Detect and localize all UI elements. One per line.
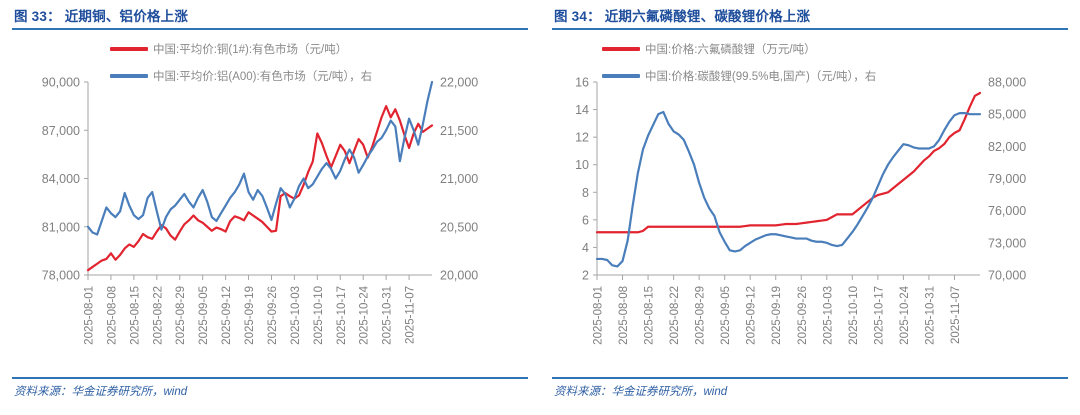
legend-label-lipf6: 中国:价格:六氟磷酸锂（万元/吨） xyxy=(645,44,816,56)
x-axis-tick-label: 2025-08-15 xyxy=(644,286,656,345)
figure-33-title: 图 33： 近期铜、铝价格上涨 xyxy=(14,9,189,24)
y-axis-left-tick-label: 8 xyxy=(582,186,589,200)
x-axis-tick-label: 2025-08-15 xyxy=(129,286,141,345)
y-axis-left-tick-label: 84,000 xyxy=(42,172,80,186)
series-line-1 xyxy=(595,110,982,268)
x-axis-tick-label: 2025-10-03 xyxy=(822,286,834,345)
x-axis-tick-label: 2025-10-17 xyxy=(336,286,348,345)
y-axis-left-tick-label: 4 xyxy=(582,241,589,255)
x-axis-tick-label: 2025-11-07 xyxy=(950,286,962,344)
y-axis-left-tick-label: 90,000 xyxy=(42,76,80,90)
series-line-0 xyxy=(595,91,982,234)
figure-34-legend: 中国:价格:六氟磷酸锂（万元/吨） 中国:价格:碳酸锂(99.5%电,国产)（元… xyxy=(602,40,876,85)
figure-34-title: 图 34： 近期六氟磷酸锂、碳酸锂价格上涨 xyxy=(554,9,811,24)
x-axis-tick-label: 2025-10-31 xyxy=(924,286,936,345)
y-axis-right-tick-label: 76,000 xyxy=(988,204,1026,218)
legend-item-lipf6: 中国:价格:六氟磷酸锂（万元/吨） xyxy=(602,40,876,58)
x-axis-tick-label: 2025-10-31 xyxy=(382,286,394,345)
x-axis-tick-label: 2025-08-22 xyxy=(152,286,164,345)
y-axis-right-tick-label: 79,000 xyxy=(988,172,1026,186)
x-axis-tick-label: 2025-10-24 xyxy=(899,285,911,344)
figure-34-title-rule xyxy=(552,28,1068,30)
y-axis-right-tick-label: 73,000 xyxy=(988,236,1026,250)
x-axis-tick-label: 2025-09-12 xyxy=(221,286,233,345)
y-axis-left-tick-label: 10 xyxy=(575,158,589,172)
legend-label-copper: 中国:平均价:铜(1#):有色市场（元/吨） xyxy=(153,44,348,56)
legend-color-swatch-red xyxy=(110,47,148,51)
legend-item-aluminum: 中国:平均价:铝(A00):有色市场（元/吨），右 xyxy=(110,67,372,85)
figure-33-chart: 78,000 81,000 84,000 87,000 90,000 20,000 20,5… xyxy=(0,30,540,375)
x-axis-tick-label: 2025-09-05 xyxy=(198,286,210,345)
y-axis-left-tick-label: 78,000 xyxy=(42,269,80,283)
y-axis-right-tick-label: 21,000 xyxy=(440,172,478,186)
y-axis-right-tick-label: 85,000 xyxy=(988,108,1026,122)
figure-panel-34: 图 34： 近期六氟磷酸锂、碳酸锂价格上涨 2 4 6 8 10 12 14 16 70,000… xyxy=(540,0,1080,415)
x-axis-tick-label: 2025-08-29 xyxy=(695,286,707,345)
x-axis-tick-label: 2025-09-26 xyxy=(267,286,279,345)
y-axis-left-tick-label: 12 xyxy=(575,131,589,145)
y-axis-left-tick-label: 14 xyxy=(575,103,589,117)
y-axis-right-tick-label: 20,500 xyxy=(440,220,478,234)
y-axis-right-tick-label: 70,000 xyxy=(988,269,1026,283)
x-axis-tick-label: 2025-10-10 xyxy=(313,286,325,345)
series-line-1 xyxy=(86,80,434,236)
x-axis-tick-label: 2025-10-03 xyxy=(290,286,302,345)
x-axis-tick-label: 2025-09-19 xyxy=(244,286,256,345)
figure-34-chart: 2 4 6 8 10 12 14 16 70,000 73,000 76,000 79,000 82,0… xyxy=(540,30,1080,375)
legend-label-lithium-carbonate: 中国:价格:碳酸锂(99.5%电,国产)（元/吨），右 xyxy=(645,71,877,83)
x-axis-tick-label: 2025-08-01 xyxy=(84,286,96,345)
y-axis-left-tick-label: 2 xyxy=(582,269,589,283)
x-axis-tick-label: 2025-08-29 xyxy=(175,286,187,345)
y-axis-left-tick-label: 87,000 xyxy=(42,124,80,138)
legend-item-copper: 中国:平均价:铜(1#):有色市场（元/吨） xyxy=(110,40,372,58)
figure-34-footer-rule xyxy=(552,377,1068,379)
x-axis-tick-label: 2025-09-26 xyxy=(797,286,809,345)
x-axis-tick-label: 2025-09-12 xyxy=(746,286,758,345)
legend-label-aluminum: 中国:平均价:铝(A00):有色市场（元/吨），右 xyxy=(153,71,373,83)
x-axis-tick-label: 2025-08-01 xyxy=(593,286,605,345)
y-axis-right-tick-label: 21,500 xyxy=(440,124,478,138)
figure-34-source: 资料来源：华金证券研究所，wind xyxy=(554,386,728,398)
y-axis-left-tick-label: 6 xyxy=(582,213,589,227)
legend-color-swatch-blue xyxy=(602,74,640,78)
x-axis-tick-label: 2025-08-22 xyxy=(669,286,681,345)
figure-33-source: 资料来源：华金证券研究所，wind xyxy=(14,386,188,398)
figure-panel-33: 图 33： 近期铜、铝价格上涨 78,000 81,000 84,000 87,000… xyxy=(0,9,540,398)
x-axis-tick-label: 2025-09-19 xyxy=(771,286,783,345)
y-axis-right-tick-label: 22,000 xyxy=(440,76,478,90)
legend-color-swatch-red xyxy=(602,47,640,51)
y-axis-left-tick-label: 81,000 xyxy=(42,220,80,234)
y-axis-right-tick-label: 88,000 xyxy=(988,76,1026,90)
x-axis-tick-label: 2025-10-17 xyxy=(873,286,885,345)
figure-33-footer-rule xyxy=(12,377,528,379)
x-axis-tick-label: 2025-08-08 xyxy=(618,286,630,345)
x-axis-tick-label: 2025-10-24 xyxy=(359,285,371,344)
x-axis-tick-label: 2025-08-08 xyxy=(106,286,118,345)
y-axis-left-tick-label: 16 xyxy=(575,76,589,90)
x-axis-tick-label: 2025-10-10 xyxy=(848,286,860,345)
legend-item-lithium-carbonate: 中国:价格:碳酸锂(99.5%电,国产)（元/吨），右 xyxy=(602,67,876,85)
figure-33-title-rule xyxy=(12,28,528,30)
y-axis-right-tick-label: 20,000 xyxy=(440,269,478,283)
x-axis-tick-label: 2025-11-07 xyxy=(405,286,417,344)
figure-33-legend: 中国:平均价:铜(1#):有色市场（元/吨） 中国:平均价:铝(A00):有色市… xyxy=(110,40,372,85)
x-axis-tick-label: 2025-09-05 xyxy=(720,286,732,345)
legend-color-swatch-blue xyxy=(110,74,148,78)
y-axis-right-tick-label: 82,000 xyxy=(988,140,1026,154)
series-line-0 xyxy=(86,105,434,272)
